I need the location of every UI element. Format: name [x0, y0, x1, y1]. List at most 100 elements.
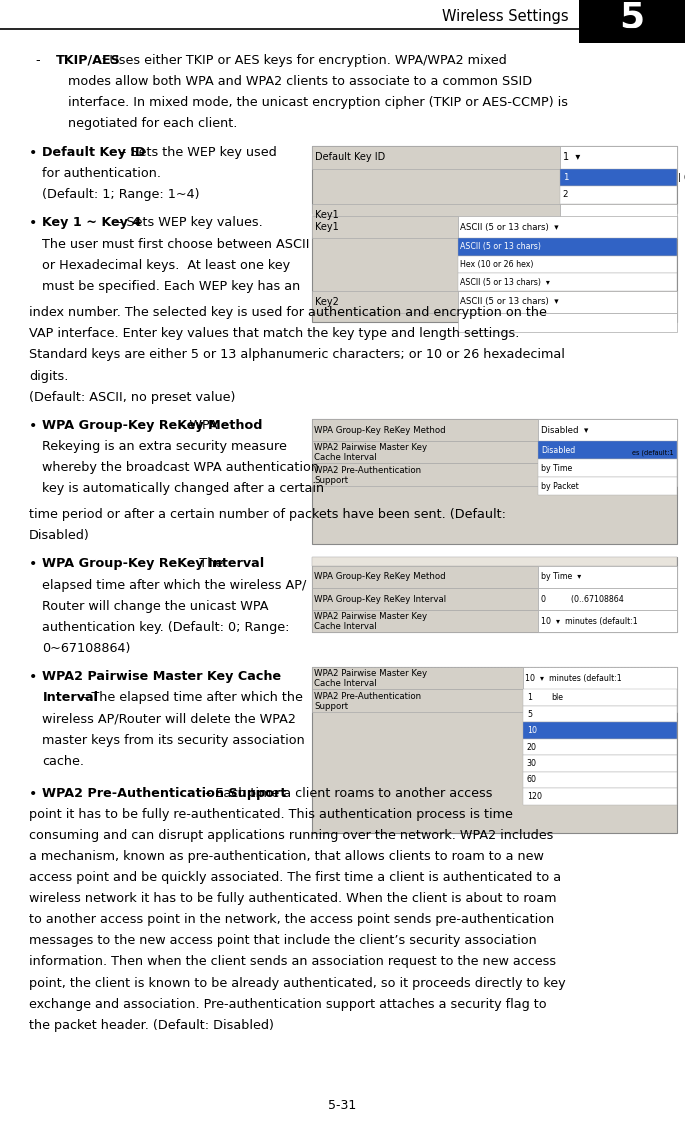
- Text: Disabled: Disabled: [540, 446, 575, 455]
- Text: Key 1 ~ Key 4: Key 1 ~ Key 4: [42, 217, 142, 229]
- Text: WPA Group-Key ReKey Method: WPA Group-Key ReKey Method: [42, 419, 263, 432]
- Text: 5-31: 5-31: [328, 1098, 357, 1112]
- Text: 0          (0..67108864: 0 (0..67108864: [540, 595, 623, 604]
- Text: WPA2 Pre-Authentication Support: WPA2 Pre-Authentication Support: [42, 786, 287, 800]
- Text: WPA Group-Key ReKey Method: WPA Group-Key ReKey Method: [314, 573, 446, 582]
- Text: Key2: Key2: [315, 296, 339, 307]
- Text: 1  ▾: 1 ▾: [562, 153, 580, 163]
- Text: negotiated for each client.: negotiated for each client.: [68, 117, 238, 130]
- Text: 10: 10: [527, 727, 537, 736]
- Bar: [538, 477, 677, 495]
- Text: 20: 20: [527, 742, 537, 751]
- Text: point it has to be fully re-authenticated. This authentication process is time: point it has to be fully re-authenticate…: [29, 807, 512, 821]
- Bar: [523, 756, 677, 772]
- Text: 1: 1: [527, 693, 532, 702]
- Text: Support: Support: [314, 476, 349, 485]
- Bar: [538, 441, 677, 459]
- Bar: [538, 588, 677, 610]
- Text: 1: 1: [562, 173, 568, 182]
- Bar: [312, 557, 677, 632]
- Bar: [523, 667, 677, 690]
- Bar: [523, 690, 677, 706]
- Text: Cache Interval: Cache Interval: [314, 622, 377, 631]
- Bar: [312, 441, 538, 464]
- Bar: [523, 690, 677, 712]
- Bar: [312, 667, 677, 833]
- Text: Default Key ID: Default Key ID: [42, 146, 146, 158]
- Text: index number. The selected key is used for authentication and encryption on the: index number. The selected key is used f…: [29, 307, 547, 319]
- Text: time period or after a certain number of packets have been sent. (Default:: time period or after a certain number of…: [29, 508, 506, 521]
- Bar: [538, 566, 677, 588]
- Text: for authentication.: for authentication.: [42, 167, 162, 180]
- Text: •: •: [29, 670, 37, 684]
- Text: information. Then when the client sends an association request to the new access: information. Then when the client sends …: [29, 956, 556, 968]
- Text: •: •: [29, 786, 37, 801]
- Text: the packet header. (Default: Disabled): the packet header. (Default: Disabled): [29, 1019, 273, 1032]
- Text: •: •: [29, 217, 37, 230]
- Bar: [538, 464, 677, 485]
- Text: or Hexadecimal keys.  At least one key: or Hexadecimal keys. At least one key: [42, 258, 290, 272]
- Text: •: •: [29, 146, 37, 159]
- Bar: [538, 441, 677, 464]
- Text: Hex (10 or 26 hex): Hex (10 or 26 hex): [460, 261, 533, 270]
- Text: 5: 5: [619, 1, 644, 35]
- Text: wireless network it has to be fully authenticated. When the client is about to r: wireless network it has to be fully auth…: [29, 892, 556, 905]
- Text: Disabled  ▾: Disabled ▾: [540, 426, 588, 435]
- Bar: [523, 788, 677, 805]
- Text: must be specified. Each WEP key has an: must be specified. Each WEP key has an: [42, 280, 301, 293]
- Bar: [312, 419, 538, 441]
- Text: Support: Support: [314, 702, 349, 711]
- Text: ASCII (5 or 13 chars)  ▾: ASCII (5 or 13 chars) ▾: [460, 222, 558, 231]
- Bar: [538, 610, 677, 632]
- Text: ASCII (5 or 13 chars)  ▾: ASCII (5 or 13 chars) ▾: [460, 279, 549, 287]
- Bar: [312, 226, 560, 236]
- Text: by Time  ▾: by Time ▾: [540, 573, 581, 582]
- Text: WPA2 Pairwise Master Key: WPA2 Pairwise Master Key: [314, 444, 427, 453]
- Bar: [458, 217, 677, 238]
- Bar: [560, 203, 677, 226]
- Text: Key1: Key1: [315, 210, 339, 220]
- Text: WPA Group-Key ReKey Method: WPA Group-Key ReKey Method: [314, 426, 446, 435]
- Text: •: •: [29, 557, 37, 572]
- Bar: [312, 292, 458, 312]
- Text: point, the client is known to be already authenticated, so it proceeds directly : point, the client is known to be already…: [29, 977, 565, 989]
- Text: 10  ▾  minutes (default:1: 10 ▾ minutes (default:1: [525, 674, 622, 683]
- Text: VAP interface. Enter key values that match the key type and length settings.: VAP interface. Enter key values that mat…: [29, 327, 519, 340]
- Bar: [523, 772, 677, 788]
- Text: – Sets WEP key values.: – Sets WEP key values.: [112, 217, 262, 229]
- Bar: [523, 739, 677, 756]
- Text: WPA2 Pairwise Master Key: WPA2 Pairwise Master Key: [314, 669, 427, 678]
- Text: ble: ble: [551, 693, 563, 702]
- Text: – The: – The: [185, 557, 223, 570]
- Text: master keys from its security association: master keys from its security associatio…: [42, 733, 306, 747]
- Bar: [312, 557, 677, 566]
- Text: elapsed time after which the wireless AP/: elapsed time after which the wireless AP…: [42, 578, 307, 592]
- Bar: [458, 256, 677, 274]
- Text: Standard keys are either 5 or 13 alphanumeric characters; or 10 or 26 hexadecima: Standard keys are either 5 or 13 alphanu…: [29, 348, 564, 362]
- Text: authentication key. (Default: 0; Range:: authentication key. (Default: 0; Range:: [42, 621, 290, 633]
- Text: Interval: Interval: [42, 692, 99, 704]
- Text: Rekeying is an extra security measure: Rekeying is an extra security measure: [42, 440, 287, 454]
- Bar: [538, 419, 677, 441]
- Text: Cache Interval: Cache Interval: [314, 454, 377, 463]
- Text: ASCII (5 or 13 chars)  ▾: ASCII (5 or 13 chars) ▾: [460, 298, 558, 307]
- Text: – The elapsed time after which the: – The elapsed time after which the: [77, 692, 303, 704]
- Text: WPA Group-Key ReKey Interval: WPA Group-Key ReKey Interval: [42, 557, 264, 570]
- Text: by Packet: by Packet: [540, 482, 579, 491]
- Bar: [312, 146, 560, 168]
- Bar: [538, 459, 677, 477]
- Text: es (default:1: es (default:1: [632, 449, 673, 456]
- Text: Disabled): Disabled): [29, 529, 90, 542]
- Text: digits.: digits.: [29, 369, 68, 383]
- Text: cache.: cache.: [42, 755, 84, 768]
- Text: | (5 or 13 chars): | (5 or 13 chars): [678, 173, 685, 182]
- Text: Wireless Settings: Wireless Settings: [442, 9, 569, 25]
- Text: modes allow both WPA and WPA2 clients to associate to a common SSID: modes allow both WPA and WPA2 clients to…: [68, 75, 533, 88]
- Bar: [458, 292, 677, 312]
- Bar: [312, 419, 677, 544]
- Text: to another access point in the network, the access point sends pre-authenticatio: to another access point in the network, …: [29, 913, 554, 926]
- Text: Cache Interval: Cache Interval: [314, 679, 377, 688]
- Bar: [523, 706, 677, 722]
- Text: 120: 120: [527, 792, 542, 801]
- Bar: [579, 0, 685, 43]
